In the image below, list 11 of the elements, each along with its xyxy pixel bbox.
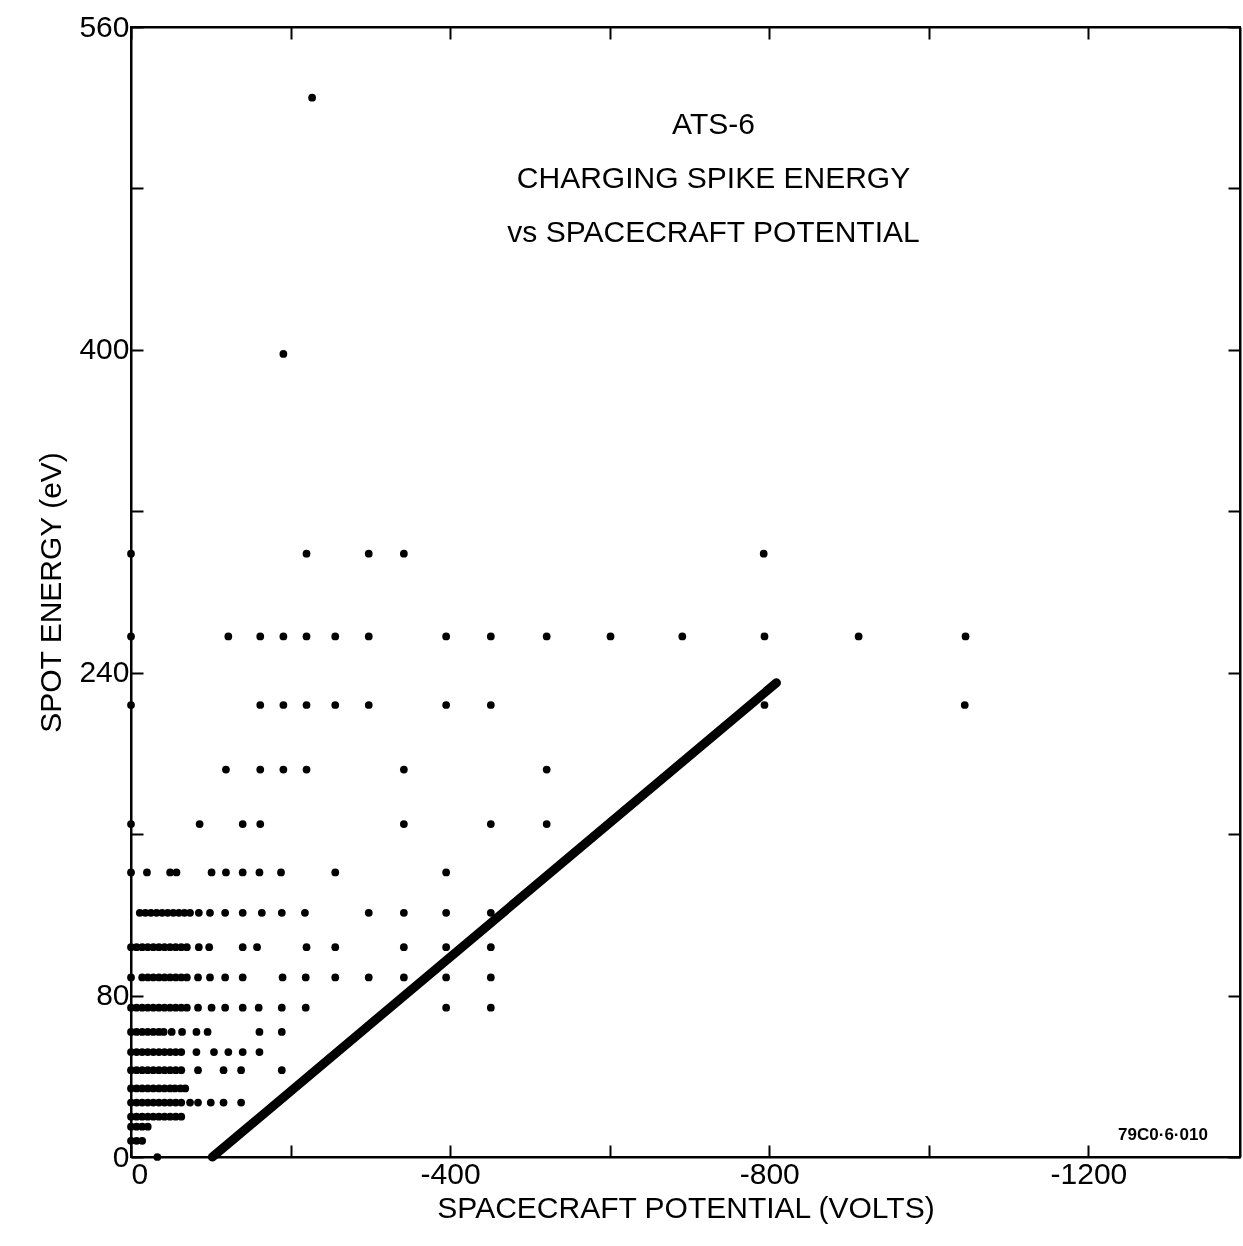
text: ATS-6 CHARGING SPIKE ENERGY vs SPACECRAFT POTENTIAL: [507, 107, 920, 248]
x-tick-label: -800: [739, 1156, 800, 1190]
x-axis-title: SPACECRAFT POTENTIAL (VOLTS): [437, 1190, 935, 1224]
y-tick-label: 240: [79, 655, 130, 689]
annotation: 79C0·6·010: [1118, 1125, 1208, 1144]
y-axis-title: SPOT ENERGY (eV): [34, 452, 68, 733]
y-tick-label: 80: [96, 978, 130, 1012]
x-tick-label: -1200: [1050, 1156, 1128, 1190]
y-tick-label: 560: [79, 9, 130, 43]
x-tick-label: -400: [420, 1156, 481, 1190]
y-tick-label: 400: [79, 332, 130, 366]
